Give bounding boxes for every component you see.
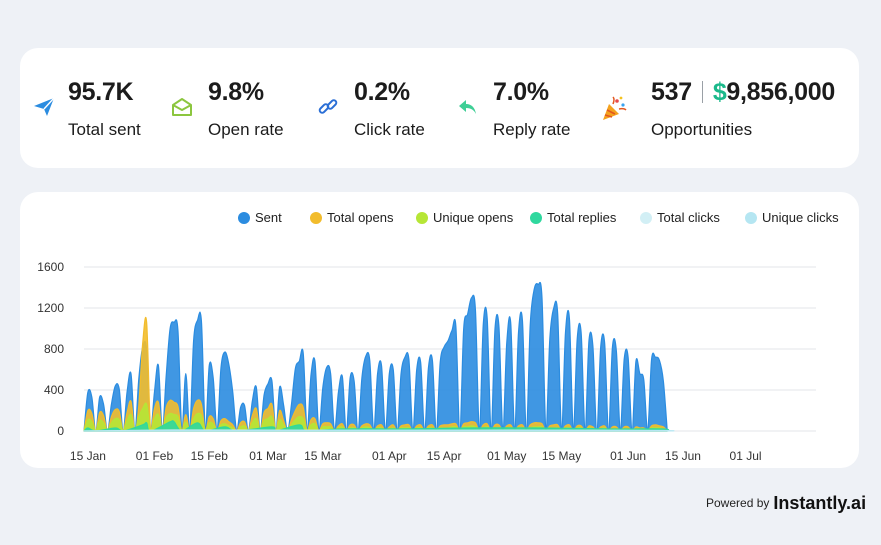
- stat-reply-rate: 7.0% Reply rate: [456, 48, 596, 168]
- stat-open-rate: 9.8% Open rate: [170, 48, 310, 168]
- brand-logo-text: Instantly.ai: [773, 493, 867, 513]
- opportunities-count: 537: [651, 78, 692, 106]
- legend-label: Unique opens: [433, 210, 514, 225]
- stats-card: 95.7K Total sent 9.8% Open rate 0.2% Cli…: [20, 48, 859, 168]
- link-icon: [316, 95, 340, 119]
- stat-opportunities: 537 $9,856,000 Opportunities: [600, 48, 850, 168]
- legend-label: Total replies: [547, 210, 617, 225]
- x-tick-label: 15 Apr: [427, 449, 462, 463]
- stat-label: Reply rate: [493, 120, 571, 139]
- currency-symbol: $: [712, 78, 727, 106]
- legend-item[interactable]: Total clicks: [640, 210, 720, 225]
- legend-label: Sent: [255, 210, 282, 225]
- legend-label: Total clicks: [657, 210, 720, 225]
- legend-swatch: [416, 212, 428, 224]
- x-tick-label: 15 May: [542, 449, 581, 463]
- stat-label: Total sent: [68, 120, 141, 139]
- legend-swatch: [640, 212, 652, 224]
- x-tick-label: 01 Mar: [249, 449, 286, 463]
- x-tick-label: 01 May: [487, 449, 526, 463]
- x-tick-label: 15 Mar: [304, 449, 341, 463]
- x-tick-label: 01 Feb: [136, 449, 174, 463]
- x-tick-label: 01 Apr: [372, 449, 407, 463]
- stat-value: 537 $9,856,000: [651, 78, 835, 107]
- legend-swatch: [310, 212, 322, 224]
- x-tick-label: 01 Jun: [610, 449, 646, 463]
- y-tick-label: 1200: [37, 301, 64, 315]
- y-tick-label: 800: [44, 342, 64, 356]
- reply-arrow-icon: [456, 95, 480, 119]
- stat-value: 0.2%: [354, 78, 410, 106]
- party-popper-icon: [600, 95, 627, 120]
- stat-value: 7.0%: [493, 78, 549, 106]
- value-separator: [701, 81, 703, 103]
- chart-card: Sent Total opens Unique opens Total replies…: [20, 192, 859, 468]
- legend-label: Unique clicks: [762, 210, 839, 225]
- stat-label: Open rate: [208, 120, 284, 139]
- powered-by-label: Powered by: [706, 496, 770, 510]
- legend-swatch: [530, 212, 542, 224]
- legend-item[interactable]: Total replies: [530, 210, 616, 225]
- legend-item[interactable]: Total opens: [310, 210, 394, 225]
- x-tick-label: 15 Feb: [191, 449, 229, 463]
- legend-item[interactable]: Unique clicks: [745, 210, 839, 225]
- stat-total-sent: 95.7K Total sent: [32, 48, 172, 168]
- opportunities-amount: 9,856,000: [726, 78, 835, 106]
- open-envelope-icon: [170, 95, 194, 119]
- stat-value: 9.8%: [208, 78, 264, 106]
- stat-label: Click rate: [354, 120, 425, 139]
- x-tick-label: 15 Jun: [665, 449, 701, 463]
- y-tick-label: 0: [57, 424, 64, 438]
- series-unique-clicks-area: [83, 429, 675, 432]
- powered-by: Powered by Instantly.ai: [706, 493, 866, 514]
- stat-label: Opportunities: [651, 120, 753, 139]
- legend-item[interactable]: Sent: [238, 210, 282, 225]
- legend-swatch: [238, 212, 250, 224]
- legend-swatch: [745, 212, 757, 224]
- legend-item[interactable]: Unique opens: [416, 210, 513, 225]
- legend-label: Total opens: [327, 210, 394, 225]
- x-tick-label: 15 Jan: [70, 449, 106, 463]
- area-chart: 0 400 800 1200 1600 15 Jan 01 Feb 15 Feb 01 Mar 1…: [37, 260, 816, 463]
- stat-click-rate: 0.2% Click rate: [316, 48, 446, 168]
- y-tick-label: 400: [44, 383, 64, 397]
- chart-legend: Sent Total opens Unique opens Total replies…: [20, 210, 859, 230]
- paper-plane-icon: [32, 95, 56, 119]
- y-tick-label: 1600: [37, 260, 64, 274]
- series-sent-area: [83, 281, 668, 432]
- stat-value: 95.7K: [68, 78, 134, 106]
- x-tick-label: 01 Jul: [730, 449, 762, 463]
